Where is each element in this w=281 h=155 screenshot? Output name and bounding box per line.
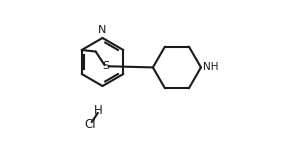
Text: H: H — [94, 104, 103, 117]
Text: Cl: Cl — [84, 118, 96, 131]
Text: S: S — [102, 61, 109, 71]
Text: NH: NH — [203, 62, 219, 72]
Text: N: N — [98, 25, 107, 35]
